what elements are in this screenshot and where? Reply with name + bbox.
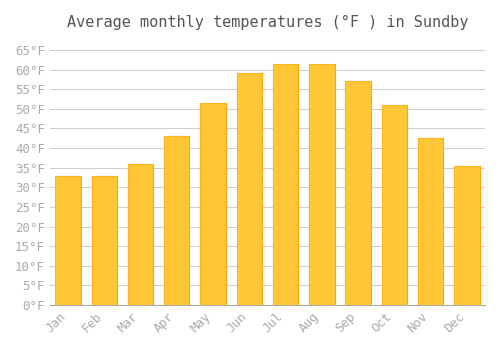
Bar [92,175,117,305]
Bar [200,103,226,305]
Bar [454,166,479,305]
Bar [164,136,190,305]
Bar [128,164,153,305]
Bar [92,175,117,305]
Bar [309,64,334,305]
Bar [346,81,371,305]
Bar [273,64,298,305]
Bar [200,103,226,305]
Bar [236,74,262,305]
Bar [418,138,444,305]
Title: Average monthly temperatures (°F ) in Sundby: Average monthly temperatures (°F ) in Su… [66,15,468,30]
Bar [128,164,153,305]
Bar [454,166,479,305]
Bar [273,64,298,305]
Bar [164,136,190,305]
Bar [56,175,80,305]
Bar [236,74,262,305]
Bar [418,138,444,305]
Bar [309,64,334,305]
Bar [346,81,371,305]
Bar [382,105,407,305]
Bar [382,105,407,305]
Bar [56,175,80,305]
